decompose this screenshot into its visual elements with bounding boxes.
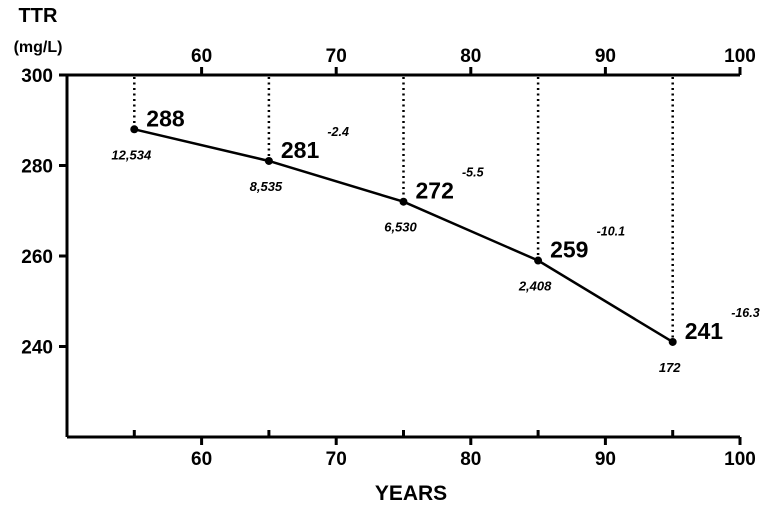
change-label: -10.1 [597,225,626,239]
x-tick-label: 60 [191,449,212,470]
x-tick-label: 70 [326,449,347,470]
data-point [399,197,408,206]
series [130,125,677,346]
value-label: 272 [416,178,454,204]
data-point [668,337,677,346]
value-label: 241 [685,318,724,344]
labels: 288 12,534 281 -2.4 8,535 272 -5.5 6,530 259 -10.… [111,105,759,375]
top-x-tick-label: 80 [460,46,481,67]
y-tick-label: 240 [21,338,53,359]
x-tick-label: 80 [460,449,481,470]
x-tick-label: 90 [595,449,616,470]
y-tick-label: 280 [21,157,53,178]
x-tick-label: 100 [724,449,756,470]
value-label: 288 [146,105,185,131]
droplines [133,77,674,342]
y-tick-label: 300 [21,66,53,87]
value-label: 281 [281,137,320,163]
ticks: 240 260 280 300 60 60 70 70 80 80 90 90 100 100 [21,46,756,470]
data-point [130,125,139,134]
change-label: -16.3 [731,306,760,320]
count-label: 8,535 [250,179,283,194]
y-axis-unit: (mg/L) [14,39,63,56]
data-point [534,256,543,265]
data-point [264,156,273,165]
value-label: 259 [550,237,588,263]
y-axis-title: TTR [19,5,58,27]
top-x-tick-label: 60 [191,46,212,67]
count-label: 2,408 [518,279,552,294]
top-x-tick-label: 100 [724,46,756,67]
x-axis-title: YEARS [375,482,447,505]
count-label: 172 [659,360,681,375]
top-x-tick-label: 90 [595,46,616,67]
change-label: -5.5 [462,166,485,180]
count-label: 12,534 [111,147,152,162]
count-label: 6,530 [384,220,417,235]
y-tick-label: 260 [21,247,53,268]
change-label: -2.4 [327,125,349,139]
top-x-tick-label: 70 [326,46,347,67]
